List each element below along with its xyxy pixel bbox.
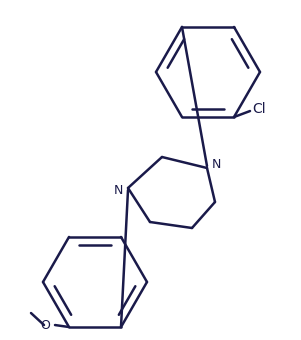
Text: N: N — [113, 184, 123, 197]
Text: Cl: Cl — [252, 102, 265, 116]
Text: O: O — [40, 319, 50, 332]
Text: N: N — [212, 158, 221, 171]
